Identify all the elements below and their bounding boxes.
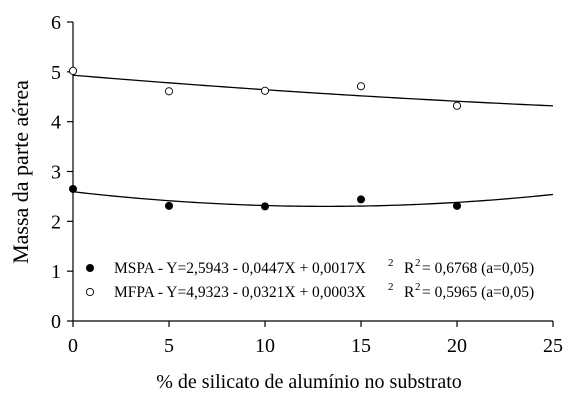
y-tick-label: 3 bbox=[51, 162, 61, 184]
x-tick-label: 0 bbox=[68, 335, 78, 357]
x-tick-label: 20 bbox=[447, 335, 467, 357]
y-tick-label: 5 bbox=[51, 62, 61, 84]
data-point-mspa bbox=[357, 195, 365, 204]
data-point-mfpa bbox=[68, 66, 78, 75]
legend-r2-label: R bbox=[404, 284, 415, 301]
y-tick-label: 0 bbox=[51, 311, 61, 333]
fit-line-mspa bbox=[72, 191, 554, 208]
x-axis-title: % de silicato de alumínio no substrato bbox=[156, 371, 462, 393]
legend-r2-value: = 0,5965 (a=0,05) bbox=[422, 284, 534, 301]
y-tick-label: 2 bbox=[51, 211, 61, 233]
data-point-mspa bbox=[165, 201, 173, 210]
axes: 0 1 2 3 4 5 6 0 5 10 15 20 25 bbox=[51, 12, 563, 357]
fit-line-mfpa bbox=[72, 74, 554, 107]
legend-marker-mfpa bbox=[85, 287, 95, 297]
x-tick-label: 5 bbox=[164, 335, 174, 357]
legend: MSPA - Y=2,5943 - 0,0447X + 0,0017X 2 R 2 = … bbox=[85, 257, 534, 301]
legend-r2-value: = 0,6768 (a=0,05) bbox=[422, 260, 534, 277]
data-point-mfpa bbox=[356, 82, 366, 91]
x-tick-label: 10 bbox=[255, 335, 275, 357]
x-tick-label: 25 bbox=[543, 335, 563, 357]
legend-equation: MSPA - Y=2,5943 - 0,0447X + 0,0017X bbox=[114, 260, 366, 277]
points bbox=[68, 66, 462, 211]
legend-r2-exponent: 2 bbox=[415, 281, 421, 293]
legend-marker-mspa bbox=[86, 264, 94, 272]
legend-equation-exponent: 2 bbox=[388, 257, 394, 269]
y-tick-label: 1 bbox=[51, 261, 61, 283]
data-point-mfpa bbox=[164, 87, 174, 96]
y-axis-title: Massa da parte aérea bbox=[8, 80, 33, 264]
data-point-mspa bbox=[69, 184, 77, 193]
data-point-mfpa bbox=[452, 101, 462, 110]
y-tick-label: 6 bbox=[51, 12, 61, 34]
data-point-mspa bbox=[261, 202, 269, 211]
y-tick-label: 4 bbox=[51, 112, 61, 134]
legend-equation-exponent: 2 bbox=[388, 281, 394, 293]
data-point-mspa bbox=[453, 201, 461, 210]
legend-r2-exponent: 2 bbox=[415, 257, 421, 269]
fit-lines bbox=[72, 74, 554, 208]
x-tick-label: 15 bbox=[351, 335, 371, 357]
data-point-mfpa bbox=[260, 86, 270, 95]
legend-r2-label: R bbox=[404, 260, 415, 277]
legend-equation: MFPA - Y=4,9323 - 0,0321X + 0,0003X bbox=[114, 284, 366, 301]
